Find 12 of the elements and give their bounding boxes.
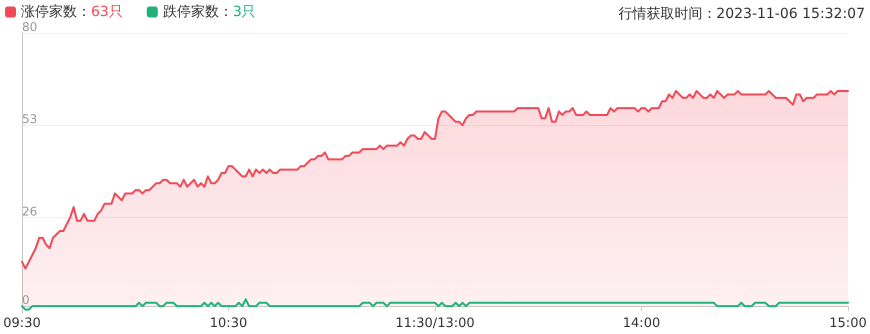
x-tick-label: 14:00 [622, 316, 660, 331]
legend-label: 跌停家数：3只 [162, 4, 256, 20]
x-tick-label: 15:00 [829, 316, 867, 331]
y-tick-label: 80 [22, 20, 38, 34]
chart-subtitle: 行情获取时间：2023-11-06 15:32:07 [618, 6, 866, 22]
y-tick-label: 26 [22, 204, 38, 218]
x-tick-label: 11:30/13:00 [395, 316, 475, 331]
legend-label: 涨停家数：63只 [21, 4, 123, 20]
y-tick-label: 53 [22, 112, 38, 126]
x-tick-label: 09:30 [3, 316, 41, 331]
x-tick-label: 10:30 [210, 316, 248, 331]
y-tick-label: 0 [22, 293, 30, 308]
